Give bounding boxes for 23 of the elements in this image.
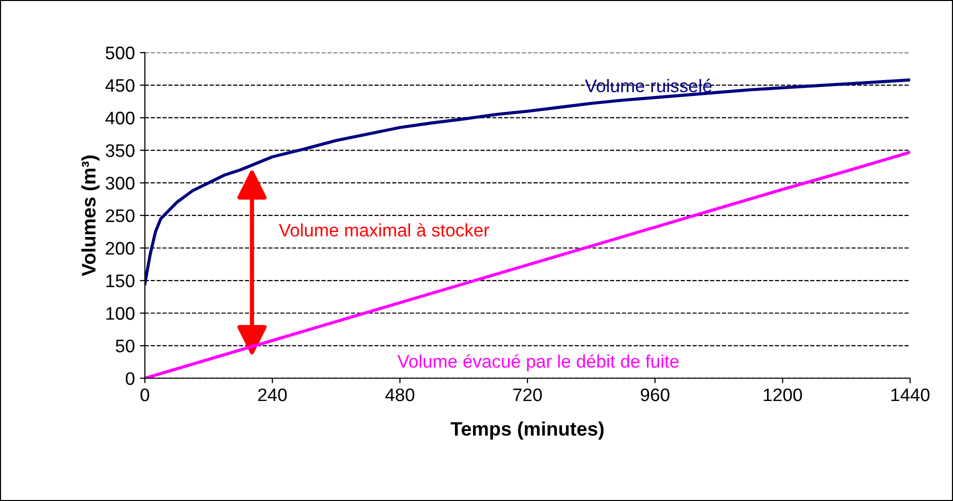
y-tick-label: 0 — [126, 372, 134, 385]
y-tick-label: 300 — [106, 176, 134, 190]
x-axis-title: Temps (minutes) — [450, 421, 604, 440]
annotation: Volume maximal à stocker — [278, 223, 490, 237]
text: Volume évacué par le débit de fuite — [397, 354, 679, 372]
y-tick-label: 250 — [106, 209, 134, 222]
y-axis-title: Volumes (m³) — [81, 156, 100, 276]
x-tick-label: 480 — [385, 388, 414, 402]
x-tick-label: 0 — [140, 388, 150, 402]
y-tick-label: 500 — [106, 46, 134, 60]
y-tick-label: 50 — [116, 340, 134, 352]
x-tick-label: 720 — [513, 388, 542, 402]
y-tick-label: 350 — [106, 144, 134, 158]
x-tick-label: 1200 — [764, 388, 802, 402]
x-tick-label: 960 — [640, 388, 670, 402]
line-series — [144, 78, 910, 286]
x-tick-label: 240 — [258, 388, 287, 402]
y-tick-label: 200 — [106, 242, 134, 255]
y-tick-label: 450 — [105, 79, 134, 92]
y-tick-label: 100 — [106, 307, 134, 320]
y-tick-label: 150 — [106, 274, 134, 288]
x-tick-label: 1440 — [891, 388, 930, 402]
y-tick-label: 400 — [105, 112, 134, 124]
